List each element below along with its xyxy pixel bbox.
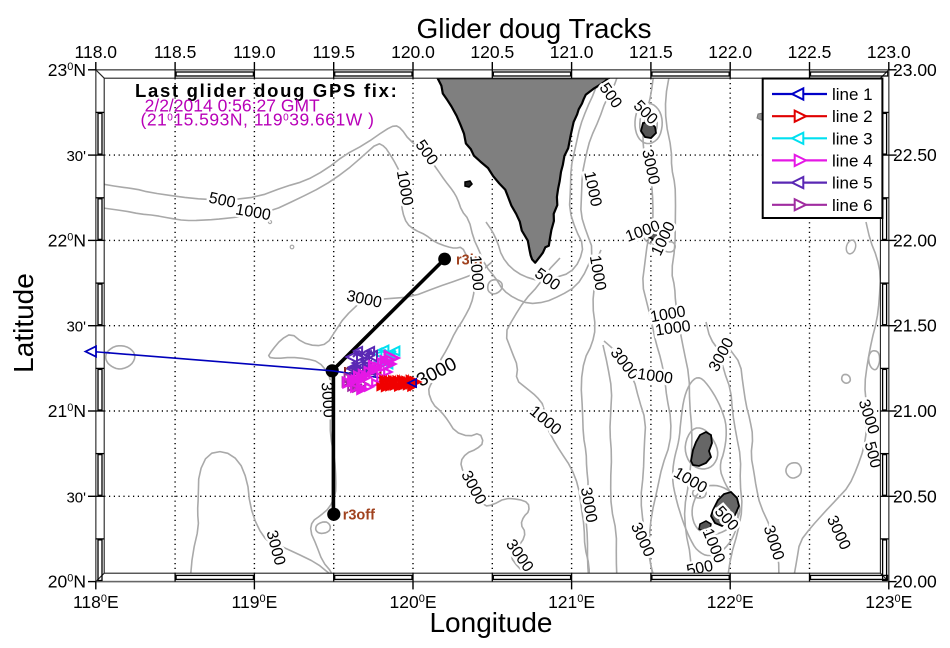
svg-text:119.5: 119.5 [312,42,355,62]
svg-text:120.0: 120.0 [391,42,435,62]
svg-text:line 4: line 4 [832,151,873,170]
svg-text:22.00: 22.00 [893,230,937,250]
svg-text:line 6: line 6 [832,196,873,215]
svg-text:118.0: 118.0 [75,42,118,62]
svg-text:1200E: 1200E [389,592,436,612]
svg-text:23.00: 23.00 [893,60,937,80]
svg-text:2/2/2014 0:56:27 GMT: 2/2/2014 0:56:27 GMT [145,96,320,116]
svg-text:220N: 220N [48,230,86,250]
svg-text:121.0: 121.0 [550,42,594,62]
svg-text:200N: 200N [48,572,86,592]
svg-text:118.5: 118.5 [154,42,197,62]
svg-text:line 3: line 3 [832,129,873,148]
svg-text:120.5: 120.5 [470,42,514,62]
svg-text:1000: 1000 [466,255,486,292]
svg-text:1230E: 1230E [865,592,912,612]
svg-text:Longitude: Longitude [429,607,552,638]
svg-text:1190E: 1190E [232,592,278,612]
svg-text:122.5: 122.5 [788,42,832,62]
svg-text:119.0: 119.0 [233,42,276,62]
svg-text:line 2: line 2 [832,107,873,126]
svg-text:30': 30' [66,319,86,336]
svg-text:21.50: 21.50 [893,316,937,336]
svg-text:230N: 230N [48,60,86,80]
svg-text:line 5: line 5 [832,174,873,193]
svg-text:r3off: r3off [343,508,375,524]
svg-text:22.50: 22.50 [893,145,937,165]
svg-text:Glider doug Tracks: Glider doug Tracks [417,13,652,44]
svg-text:121.5: 121.5 [629,42,673,62]
svg-text:1180E: 1180E [73,592,119,612]
svg-text:1220E: 1220E [707,592,754,612]
svg-text:line 1: line 1 [832,85,873,104]
svg-text:(21015.593N, 119039.661W ): (21015.593N, 119039.661W ) [141,110,375,130]
svg-text:20.00: 20.00 [893,572,937,592]
svg-text:30': 30' [66,489,86,506]
svg-text:1210E: 1210E [548,592,595,612]
svg-text:r3in: r3in [456,253,483,269]
svg-text:122.0: 122.0 [708,42,752,62]
svg-text:210N: 210N [48,401,86,421]
svg-text:30': 30' [66,148,86,165]
svg-text:123.0: 123.0 [867,42,911,62]
svg-text:Last glider doug GPS fix:: Last glider doug GPS fix: [135,80,399,101]
svg-text:20.50: 20.50 [893,486,937,506]
svg-text:Latitude: Latitude [8,273,39,373]
svg-text:21.00: 21.00 [893,401,937,421]
